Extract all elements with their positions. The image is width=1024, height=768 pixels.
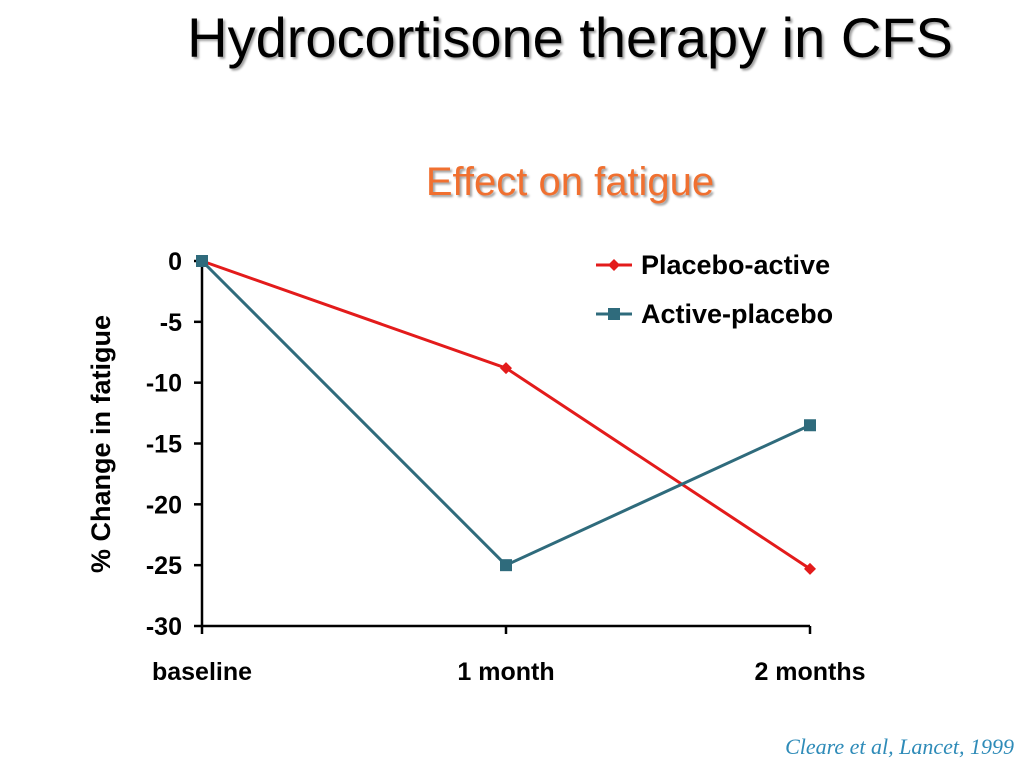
y-tick-label: -25 (146, 552, 182, 580)
legend-label: Active-placebo (641, 299, 833, 329)
slide-title: Hydrocortisone therapy in CFS (187, 6, 953, 69)
x-tick-label: baseline (152, 658, 252, 686)
slide-subtitle: Effect on fatigue (425, 160, 715, 204)
citation: Cleare et al, Lancet, 1999 (785, 734, 1014, 759)
data-point (804, 419, 816, 432)
legend-swatch-marker (608, 259, 620, 271)
y-tick-label: -5 (160, 309, 182, 337)
data-point (500, 559, 512, 572)
y-tick-label: -15 (146, 431, 182, 459)
data-point (196, 255, 208, 267)
legend-label: Placebo-active (641, 250, 830, 280)
y-axis-label: % Change in fatigue (86, 315, 116, 573)
y-tick-label: -10 (146, 370, 182, 398)
data-point (804, 562, 816, 575)
data-point (500, 362, 512, 375)
y-tick-label: 0 (168, 248, 182, 276)
legend-swatch-marker (608, 308, 620, 320)
y-tick-label: -20 (146, 491, 182, 519)
x-tick-label: 1 month (457, 658, 554, 686)
x-tick-label: 2 months (754, 658, 865, 686)
y-tick-label: -30 (146, 613, 182, 641)
